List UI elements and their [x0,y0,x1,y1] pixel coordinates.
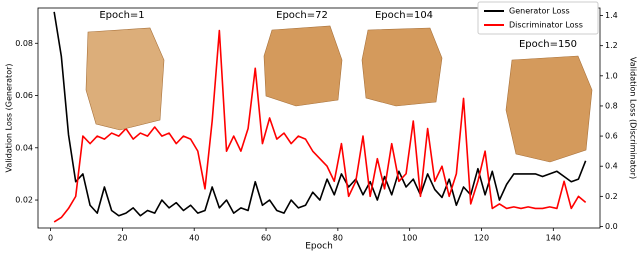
series-line [53,11,587,217]
legend-label: Generator Loss [509,7,570,16]
y-tick-label: 0.06 [15,91,33,100]
y-tick-label: 0.04 [15,143,33,152]
y-tick-label: 0.08 [15,39,33,48]
density-maps [85,25,593,163]
annotation: Epoch=72 [276,10,328,21]
y2-tick-label: 0.0 [605,222,618,231]
series-line [53,29,587,223]
x-tick-label: 80 [333,234,343,243]
map-epoch-150 [505,55,593,163]
annotation: Epoch=150 [519,39,577,50]
y2-tick-label: 1.2 [605,41,618,50]
map-epoch-72 [263,25,343,107]
y-axis-label: Validation Loss (Generator) [5,63,14,172]
plot-area [53,11,587,223]
x-tick-label: 140 [546,234,561,243]
y2-tick-label: 0.8 [605,101,618,110]
y2-tick-label: 1.4 [605,11,618,20]
y-tick-label: 0.02 [15,196,33,205]
plot-frame [37,7,601,229]
x-tick-label: 40 [189,234,199,243]
x-tick-label: 60 [261,234,271,243]
y2-tick-label: 0.6 [605,132,618,141]
x-tick-label: 100 [402,234,417,243]
x-tick-label: 0 [48,234,53,243]
y2-axis-label: Validation Loss (Discriminator) [629,57,638,179]
legend: Generator Loss Discriminator Loss [477,1,599,35]
x-axis-label: Epoch [305,242,333,252]
map-epoch-104 [361,27,443,107]
y2-tick-label: 0.4 [605,162,618,171]
legend-label: Discriminator Loss [509,21,583,30]
y2-tick-label: 0.2 [605,192,618,201]
annotation: Epoch=1 [99,10,144,21]
annotation: Epoch=104 [375,10,433,21]
x-tick-label: 20 [117,234,127,243]
legend-box [477,1,599,35]
y2-tick-label: 1.0 [605,71,618,80]
x-tick-label: 120 [474,234,489,243]
map-epoch-1 [85,27,165,131]
